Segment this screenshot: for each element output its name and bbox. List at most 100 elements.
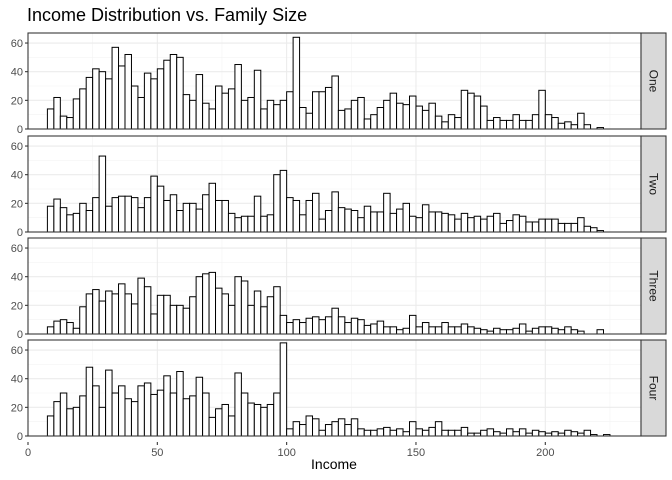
histogram-bar bbox=[331, 191, 339, 233]
histogram-bar bbox=[447, 429, 456, 437]
histogram-bar bbox=[247, 215, 255, 233]
histogram-bar bbox=[221, 92, 229, 130]
histogram-bar bbox=[279, 169, 288, 233]
x-tick-label: 200 bbox=[536, 447, 554, 459]
histogram-bar bbox=[344, 322, 352, 335]
histogram-bar bbox=[59, 392, 68, 437]
histogram-bar bbox=[163, 199, 171, 233]
histogram-bar bbox=[260, 406, 268, 437]
histogram-bar bbox=[376, 428, 385, 437]
histogram-bar bbox=[409, 314, 417, 335]
histogram-bar bbox=[124, 195, 132, 233]
histogram-bar bbox=[111, 392, 120, 437]
histogram-bar bbox=[583, 225, 592, 233]
histogram-bar bbox=[111, 197, 120, 233]
histogram-bar bbox=[215, 199, 223, 233]
histogram-bar bbox=[72, 98, 81, 130]
histogram-bar bbox=[363, 324, 372, 335]
histogram-bar bbox=[105, 78, 113, 130]
histogram-bar bbox=[467, 92, 475, 130]
histogram-bar bbox=[202, 392, 210, 437]
histogram-bar bbox=[163, 375, 171, 437]
y-tick-label: 20 bbox=[11, 402, 23, 414]
histogram-bar bbox=[493, 327, 501, 335]
histogram-bar bbox=[124, 293, 132, 335]
histogram-bar bbox=[253, 403, 262, 437]
histogram-bar bbox=[260, 306, 268, 335]
histogram-bar bbox=[434, 421, 443, 437]
histogram-bar bbox=[169, 304, 178, 335]
histogram-bar bbox=[428, 211, 436, 233]
histogram-bar bbox=[247, 304, 255, 335]
histogram-bar bbox=[92, 289, 100, 335]
histogram-bar bbox=[130, 303, 139, 335]
histogram-bar bbox=[551, 218, 559, 233]
histogram-bar bbox=[357, 217, 365, 233]
histogram-bar bbox=[544, 218, 553, 233]
histogram-bar bbox=[441, 121, 449, 130]
histogram-bar bbox=[59, 115, 68, 130]
histogram-bar bbox=[447, 114, 456, 130]
histogram-bar bbox=[215, 287, 223, 335]
histogram-bar bbox=[324, 86, 333, 130]
histogram-bar bbox=[130, 197, 139, 233]
histogram-bar bbox=[150, 175, 158, 233]
facet-strip-label: Three bbox=[647, 270, 661, 302]
histogram-bar bbox=[383, 192, 391, 233]
histogram-bar bbox=[150, 313, 158, 335]
histogram-bar bbox=[124, 398, 132, 437]
y-tick-label: 60 bbox=[11, 38, 23, 50]
histogram-bar bbox=[538, 431, 546, 437]
histogram-bar bbox=[551, 327, 559, 335]
histogram-bar bbox=[421, 322, 430, 335]
histogram-bar bbox=[85, 76, 94, 130]
histogram-bar bbox=[434, 211, 443, 233]
histogram-bar bbox=[480, 218, 488, 233]
histogram-bar bbox=[92, 385, 100, 437]
x-tick-label: 0 bbox=[25, 447, 31, 459]
facet-strip bbox=[640, 32, 667, 130]
y-tick-label: 60 bbox=[11, 141, 23, 153]
histogram-bar bbox=[124, 53, 132, 130]
histogram-bar bbox=[363, 429, 372, 437]
histogram-bar bbox=[292, 36, 301, 130]
histogram-bar bbox=[415, 105, 423, 130]
histogram-bar bbox=[79, 88, 87, 130]
histogram-bar bbox=[221, 403, 229, 437]
histogram-bar bbox=[538, 326, 546, 335]
histogram-bar bbox=[266, 214, 275, 233]
histogram-bar bbox=[467, 326, 475, 335]
histogram-bar bbox=[273, 104, 281, 130]
histogram-bar bbox=[493, 117, 501, 130]
histogram-bar bbox=[208, 182, 217, 233]
histogram-bar bbox=[396, 208, 404, 233]
histogram-bar bbox=[305, 199, 314, 233]
histogram-bar bbox=[383, 99, 391, 130]
histogram-bar bbox=[441, 212, 449, 233]
histogram-bar bbox=[92, 197, 100, 233]
histogram-bar bbox=[189, 99, 197, 130]
histogram-bar bbox=[202, 102, 210, 130]
histogram-bar bbox=[350, 317, 359, 335]
histogram-bar bbox=[402, 202, 411, 233]
histogram-bar bbox=[279, 314, 288, 335]
histogram-bar bbox=[421, 204, 430, 233]
histogram-bar bbox=[150, 393, 158, 437]
histogram-bar bbox=[370, 429, 378, 437]
histogram-bar bbox=[331, 421, 339, 437]
histogram-bar bbox=[441, 429, 449, 437]
histogram-bar bbox=[169, 194, 178, 233]
chart-title: Income Distribution vs. Family Size bbox=[27, 5, 308, 25]
histogram-bar bbox=[182, 398, 191, 437]
histogram-bar bbox=[389, 429, 398, 437]
histogram-bar bbox=[98, 406, 107, 437]
histogram-bar bbox=[46, 326, 55, 335]
histogram-bar bbox=[402, 104, 411, 130]
histogram-bar bbox=[234, 64, 242, 130]
histogram-bar bbox=[480, 429, 488, 437]
histogram-bar bbox=[428, 102, 436, 130]
histogram-bar bbox=[331, 307, 339, 335]
histogram-bar bbox=[331, 75, 339, 130]
histogram-bar bbox=[227, 415, 236, 437]
histogram-bar bbox=[253, 195, 262, 233]
